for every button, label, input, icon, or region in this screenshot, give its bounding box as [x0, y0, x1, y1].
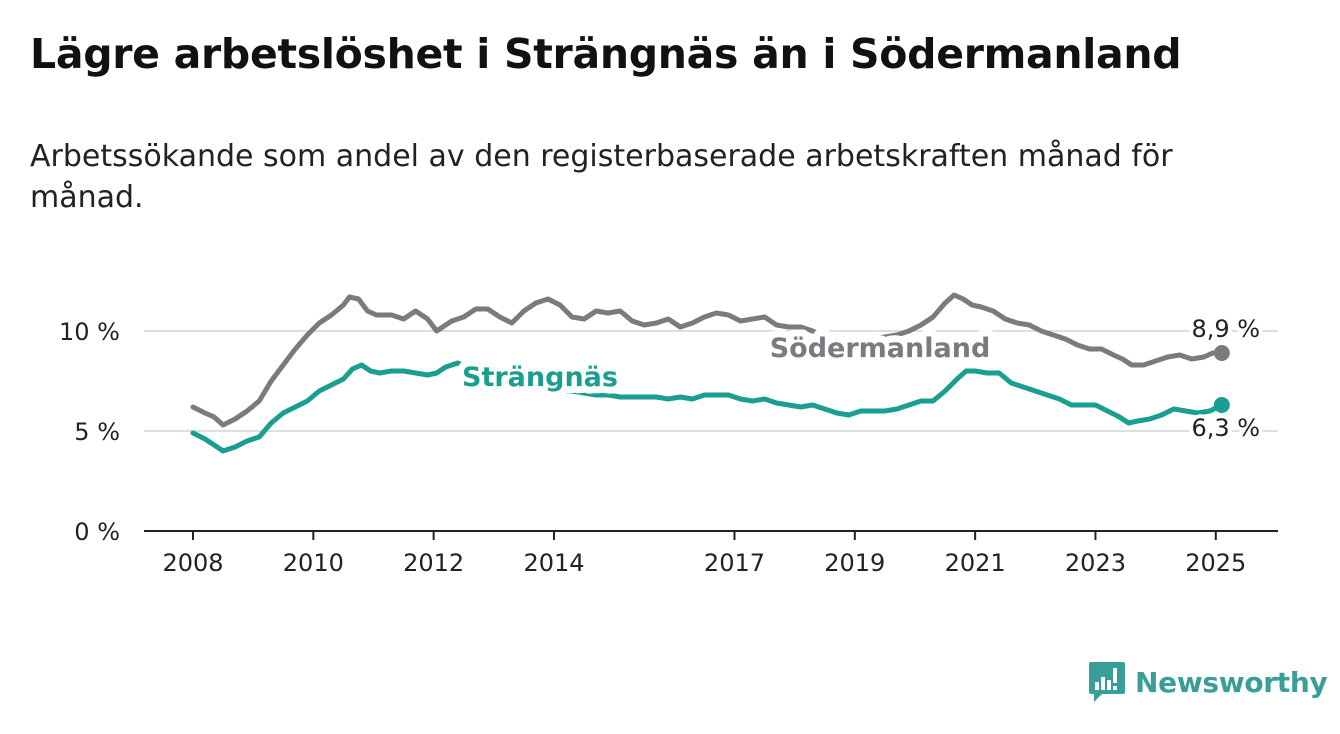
- x-tick-label: 2014: [523, 549, 584, 577]
- x-tick-label: 2017: [704, 549, 765, 577]
- x-tick-label: 2019: [824, 549, 885, 577]
- strangnas-label: Strängnäs: [462, 362, 618, 393]
- strangnas-end-point: [1213, 397, 1230, 413]
- x-tick-label: 2010: [283, 549, 344, 577]
- x-tick-label: 2021: [945, 549, 1006, 577]
- page-title: Lägre arbetslöshet i Strängnäs än i Söde…: [30, 30, 1182, 78]
- brand-name: Newsworthy: [1135, 665, 1328, 699]
- strangnas-end-value: 6,3 %: [1192, 414, 1261, 442]
- newsworthy-logo-icon: [1089, 662, 1125, 702]
- grid-lines: [144, 330, 1278, 432]
- sodermanland-label: Södermanland: [770, 333, 991, 364]
- series-label-halo: Södermanland: [770, 333, 991, 364]
- end-value-halo: 6,3 %: [1192, 414, 1261, 442]
- x-tick-label: 2012: [403, 549, 464, 577]
- x-axis-ticks: 2008 2010 2012 2014 2017 2019 2021 2023 2025: [162, 531, 1246, 577]
- end-value-halo: 8,9 %: [1192, 315, 1261, 343]
- series-lines: [190, 292, 1230, 454]
- series-label-halo: Strängnäs: [462, 362, 618, 393]
- x-tick-label: 2023: [1065, 549, 1126, 577]
- x-tick-label: 2008: [162, 549, 223, 577]
- y-tick-label: 10 %: [59, 318, 120, 346]
- line-chart: 0 %5 %10 % 2008 2010 2012 2014 2017 2019 2021 2…: [59, 292, 1278, 577]
- y-axis-labels: 0 % 5 % 10 %: [59, 318, 120, 546]
- sodermanland-end-point: [1213, 345, 1230, 361]
- x-tick-label: 2025: [1185, 549, 1246, 577]
- y-tick-label: 0 %: [74, 518, 120, 546]
- newsworthy-brand: Newsworthy: [1088, 660, 1328, 704]
- strangnas-line: [190, 360, 1225, 454]
- sodermanland-end-value: 8,9 %: [1192, 315, 1261, 343]
- sodermanland-line: [190, 292, 1225, 428]
- y-tick-label: 5 %: [74, 418, 120, 446]
- chart-subtitle: Arbetssökande som andel av den registerb…: [30, 139, 1173, 215]
